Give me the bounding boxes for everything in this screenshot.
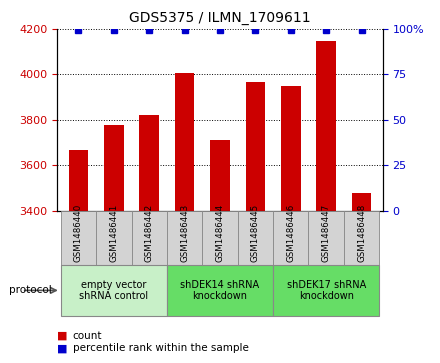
Text: GSM1486441: GSM1486441 bbox=[109, 204, 118, 262]
Text: GSM1486440: GSM1486440 bbox=[74, 204, 83, 262]
Text: percentile rank within the sample: percentile rank within the sample bbox=[73, 343, 249, 354]
Bar bbox=[96, 211, 132, 265]
Bar bbox=[352, 193, 371, 211]
Bar bbox=[167, 265, 273, 316]
Text: GSM1486447: GSM1486447 bbox=[322, 204, 331, 262]
Text: ■: ■ bbox=[57, 331, 68, 341]
Bar bbox=[202, 211, 238, 265]
Text: shDEK17 shRNA
knockdown: shDEK17 shRNA knockdown bbox=[286, 280, 366, 301]
Text: shDEK14 shRNA
knockdown: shDEK14 shRNA knockdown bbox=[180, 280, 260, 301]
Bar bbox=[139, 115, 159, 211]
Text: GSM1486444: GSM1486444 bbox=[216, 204, 224, 262]
Text: empty vector
shRNA control: empty vector shRNA control bbox=[79, 280, 148, 301]
Text: GSM1486445: GSM1486445 bbox=[251, 204, 260, 262]
Title: GDS5375 / ILMN_1709611: GDS5375 / ILMN_1709611 bbox=[129, 11, 311, 25]
Bar bbox=[281, 86, 301, 211]
Bar bbox=[175, 73, 194, 211]
Bar bbox=[344, 211, 379, 265]
Bar bbox=[316, 41, 336, 211]
Bar bbox=[61, 265, 167, 316]
Bar bbox=[246, 82, 265, 211]
Bar bbox=[273, 265, 379, 316]
Bar bbox=[61, 211, 96, 265]
Text: ■: ■ bbox=[57, 343, 68, 354]
Text: GSM1486448: GSM1486448 bbox=[357, 204, 366, 262]
Bar bbox=[104, 125, 124, 211]
Bar bbox=[238, 211, 273, 265]
Text: GSM1486442: GSM1486442 bbox=[145, 204, 154, 262]
Bar bbox=[210, 140, 230, 211]
Text: protocol: protocol bbox=[9, 285, 51, 295]
Bar bbox=[308, 211, 344, 265]
Bar bbox=[167, 211, 202, 265]
Bar bbox=[69, 150, 88, 211]
Text: count: count bbox=[73, 331, 102, 341]
Text: GSM1486443: GSM1486443 bbox=[180, 204, 189, 262]
Text: GSM1486446: GSM1486446 bbox=[286, 204, 295, 262]
Bar bbox=[132, 211, 167, 265]
Bar bbox=[273, 211, 308, 265]
